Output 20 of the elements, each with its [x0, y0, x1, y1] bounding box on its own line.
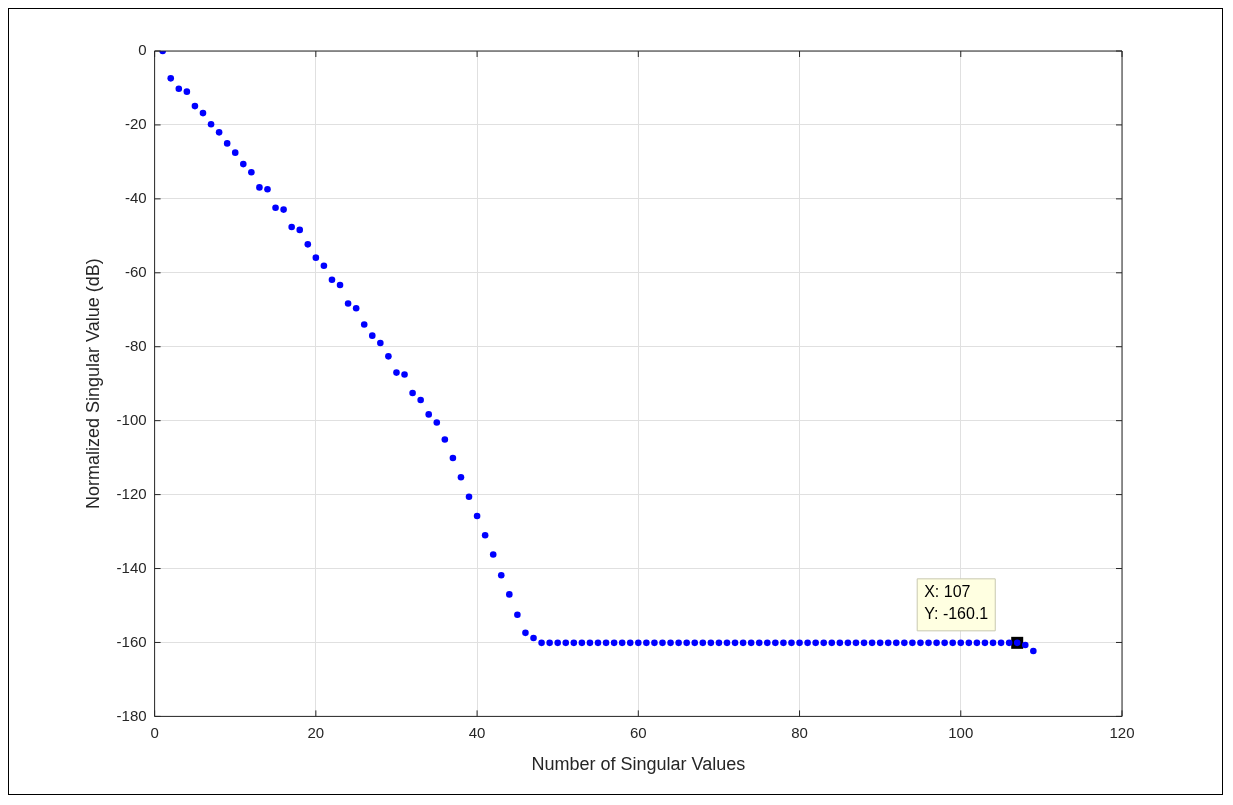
y-axis-title: Normalized Singular Value (dB): [82, 258, 103, 510]
x-tick-label: 20: [307, 723, 325, 741]
y-tick-label: -180: [116, 706, 147, 724]
y-tick-label: -80: [124, 336, 147, 354]
x-axis-title: Number of Singular Values: [531, 754, 746, 775]
y-tick-label: 0: [138, 41, 147, 59]
y-tick-label: -40: [124, 189, 147, 207]
x-tick-label: 120: [1109, 723, 1135, 741]
y-tick-label: -140: [116, 558, 147, 576]
x-tick-label: 0: [150, 723, 159, 741]
x-tick-label: 40: [468, 723, 486, 741]
x-tick-label: 60: [629, 723, 647, 741]
y-tick-label: -60: [124, 262, 147, 280]
y-tick-label: -100: [116, 410, 147, 428]
y-tick-label: -20: [124, 115, 147, 133]
annotation: X: 107 Y: -160.1: [924, 583, 989, 623]
x-tick-label: 100: [948, 723, 974, 741]
y-tick-label: -160: [116, 632, 147, 650]
y-tick-label: -120: [116, 484, 147, 502]
x-tick-label: 80: [791, 723, 808, 741]
